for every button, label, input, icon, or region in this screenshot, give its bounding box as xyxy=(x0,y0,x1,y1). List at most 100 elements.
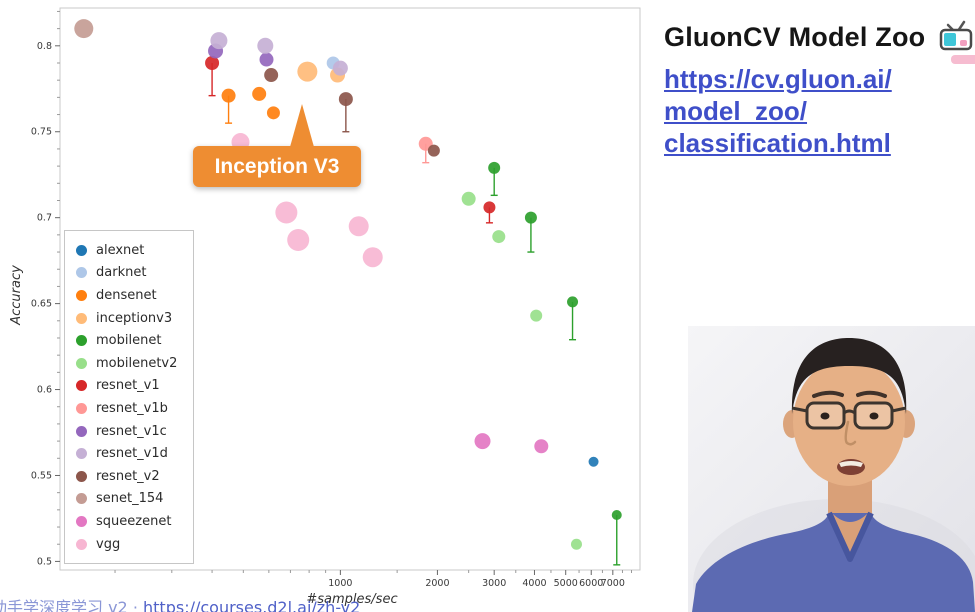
legend-label: darknet xyxy=(96,265,147,281)
y-axis-label: Accuracy xyxy=(9,265,24,326)
course-title: 动手学深度学习 v2 xyxy=(0,598,128,612)
legend-dot-icon xyxy=(76,493,87,505)
point-mobilenetv2 xyxy=(570,538,582,550)
eye-left xyxy=(820,412,830,420)
legend-label: senet_154 xyxy=(96,491,164,507)
point-vgg xyxy=(287,229,310,252)
model-zoo-chart: Accuracy #samples/sec 1000 2000 3000 4000 50… xyxy=(9,7,641,607)
legend-dot-icon xyxy=(76,244,87,256)
caption-text: 动手学深度学习 v2 · https://courses.d2l.ai/zh-v… xyxy=(0,597,360,612)
series-squeezenet xyxy=(474,433,549,454)
point-mobilenet xyxy=(567,296,579,308)
legend-dot-icon xyxy=(76,515,87,527)
point-inceptionv3 xyxy=(297,61,318,82)
legend-label: alexnet xyxy=(96,242,145,258)
eyebrow-left xyxy=(812,390,844,398)
legend-dot-icon xyxy=(76,380,87,392)
x-tick-label: 3000 xyxy=(482,578,506,589)
legend-item-senet_154: senet_154 xyxy=(76,488,177,511)
point-vgg xyxy=(348,216,369,237)
point-squeezenet xyxy=(534,439,549,454)
legend-dot-icon xyxy=(76,538,87,550)
legend-label: resnet_v1b xyxy=(96,400,168,416)
watermark-accent xyxy=(951,55,975,64)
x-tick-label: 7000 xyxy=(601,578,625,589)
y-tick-label: 0.75 xyxy=(31,127,52,138)
series-resnet_v1 xyxy=(205,55,496,224)
legend-item-mobilenet: mobilenet xyxy=(76,329,177,352)
series-resnet_v2 xyxy=(264,68,440,157)
legend-label: vgg xyxy=(96,536,121,552)
y-tick-label: 0.8 xyxy=(37,41,52,52)
caption-separator: · xyxy=(127,598,144,612)
legend-dot-icon xyxy=(76,448,87,460)
point-densenet xyxy=(266,106,280,120)
legend-item-densenet: densenet xyxy=(76,284,177,307)
point-squeezenet xyxy=(474,433,491,450)
series-densenet xyxy=(221,86,280,124)
x-tick-label: 5000 xyxy=(554,578,578,589)
x-tick-label: 2000 xyxy=(425,578,449,589)
point-resnet_v1 xyxy=(483,201,496,214)
inception-v3-callout: Inception V3 xyxy=(193,104,361,187)
point-resnet_v1d xyxy=(332,60,348,76)
eye-right xyxy=(869,412,879,420)
presenter-shirt xyxy=(692,513,975,612)
legend-dot-icon xyxy=(76,357,87,369)
presenter xyxy=(692,338,975,612)
legend-label: squeezenet xyxy=(96,513,172,529)
plot-frame xyxy=(59,7,641,571)
legend-item-vgg: vgg xyxy=(76,533,177,556)
y-tick-label: 0.55 xyxy=(31,470,52,481)
point-alexnet xyxy=(588,456,599,467)
point-vgg xyxy=(275,201,298,224)
legend-item-resnet_v1b: resnet_v1b xyxy=(76,397,177,420)
callout-pointer-icon xyxy=(290,104,314,147)
x-tick-label: 6000 xyxy=(579,578,603,589)
vneck-skin xyxy=(833,514,867,554)
legend-dot-icon xyxy=(76,289,87,301)
point-senet_154 xyxy=(74,19,94,39)
slide-text-panel: GluonCV Model Zoo https://cv.gluon.ai/ m… xyxy=(664,22,969,159)
accuracy-throughput-plot: Accuracy #samples/sec 1000 2000 3000 4000 50… xyxy=(9,7,641,607)
chart-legend: alexnet darknet densenet inceptionv3 mobilen… xyxy=(64,230,195,565)
point-resnet_v1d xyxy=(210,32,228,50)
legend-item-inceptionv3: inceptionv3 xyxy=(76,307,177,330)
y-tick-label: 0.5 xyxy=(37,556,52,567)
series-alexnet xyxy=(588,456,599,467)
series-mobilenetv2 xyxy=(461,191,582,550)
legend-label: densenet xyxy=(96,287,157,303)
series-senet_154 xyxy=(74,19,94,39)
y-tick-label: 0.7 xyxy=(37,213,52,224)
point-resnet_v2 xyxy=(338,92,353,107)
legend-item-mobilenetv2: mobilenetv2 xyxy=(76,352,177,375)
legend-dot-icon xyxy=(76,267,87,279)
legend-label: mobilenet xyxy=(96,333,162,349)
point-resnet_v1c xyxy=(259,52,274,67)
link-line-1[interactable]: https://cv.gluon.ai/ xyxy=(664,64,892,94)
course-url[interactable]: https://courses.d2l.ai/zh-v2 xyxy=(143,598,361,612)
legend-item-alexnet: alexnet xyxy=(76,239,177,262)
bilibili-tv-icon xyxy=(939,20,973,51)
eyebrow-right xyxy=(856,390,887,398)
point-resnet_v2 xyxy=(427,144,440,157)
point-mobilenetv2 xyxy=(530,309,543,322)
presenter-hair xyxy=(791,338,907,414)
callout-label: Inception V3 xyxy=(214,154,340,178)
teeth xyxy=(839,461,863,467)
link-line-3[interactable]: classification.html xyxy=(664,128,891,158)
y-tick-label: 0.65 xyxy=(31,299,52,310)
legend-item-darknet: darknet xyxy=(76,262,177,285)
x-tick-label: 4000 xyxy=(522,578,546,589)
series-resnet_v1d xyxy=(210,32,348,76)
link-line-2[interactable]: model_zoo/ xyxy=(664,96,808,126)
legend-label: resnet_v1c xyxy=(96,423,167,439)
x-axis-label: #samples/sec xyxy=(306,592,397,607)
legend-dot-icon xyxy=(76,425,87,437)
legend-label: resnet_v1 xyxy=(96,378,160,394)
point-mobilenetv2 xyxy=(461,191,476,206)
point-densenet xyxy=(252,86,267,101)
legend-item-resnet_v2: resnet_v2 xyxy=(76,465,177,488)
legend-item-squeezenet: squeezenet xyxy=(76,510,177,533)
